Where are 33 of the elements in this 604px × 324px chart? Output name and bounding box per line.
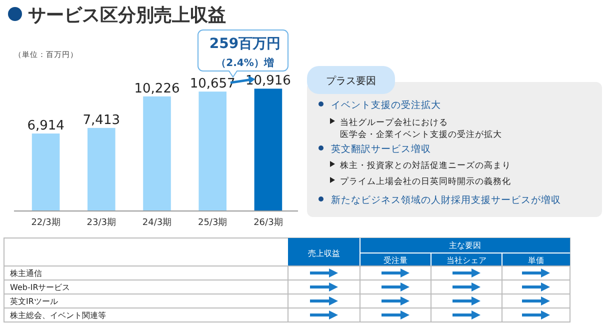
- data-label: 6,914: [27, 118, 64, 134]
- x-tick-label: 25/3期: [198, 217, 228, 228]
- data-label: 7,413: [82, 112, 120, 128]
- text: イベント支援の受注拡大: [331, 99, 441, 111]
- text: 259百万円: [209, 36, 281, 52]
- text: 株主通信: [9, 269, 42, 278]
- text: 株主・投資家との対話促進ニーズの高まり: [339, 160, 511, 171]
- text: プラス要因: [326, 75, 376, 87]
- chart-title: サービス区分別売上収益: [28, 5, 226, 26]
- bar: [198, 92, 226, 211]
- text: 売上収益: [308, 249, 340, 258]
- bar: [254, 88, 282, 211]
- x-tick-label: 24/3期: [142, 217, 172, 228]
- bar: [143, 96, 171, 211]
- text: （2.4%）増: [216, 57, 274, 69]
- text: 単価: [528, 256, 544, 265]
- text: 英文IRツール: [10, 297, 58, 306]
- text: プライム上場会社の日英同時開示の義務化: [340, 176, 511, 187]
- text: 当社シェア: [446, 256, 486, 265]
- text: 英文翻訳サービス増収: [331, 143, 431, 155]
- text: 株主総会、イベント関連等: [9, 311, 106, 320]
- text: 主な要因: [449, 241, 481, 250]
- text: 受注量: [384, 256, 408, 265]
- bar: [88, 128, 116, 211]
- text: 新たなビジネス領域の人財採用支援サービスが増収: [331, 194, 561, 206]
- x-tick-label: 23/3期: [86, 217, 116, 228]
- bar: [32, 134, 60, 211]
- data-label: 10,226: [134, 81, 180, 96]
- text: Web-IRサービス: [10, 283, 70, 292]
- text: 当社グループ会社における医学会・企業イベント支援の受注が拡大: [340, 117, 502, 140]
- x-tick-label: 26/3期: [254, 217, 283, 228]
- data-label: 10,657: [190, 76, 236, 92]
- x-tick-label: 22/3期: [31, 217, 60, 228]
